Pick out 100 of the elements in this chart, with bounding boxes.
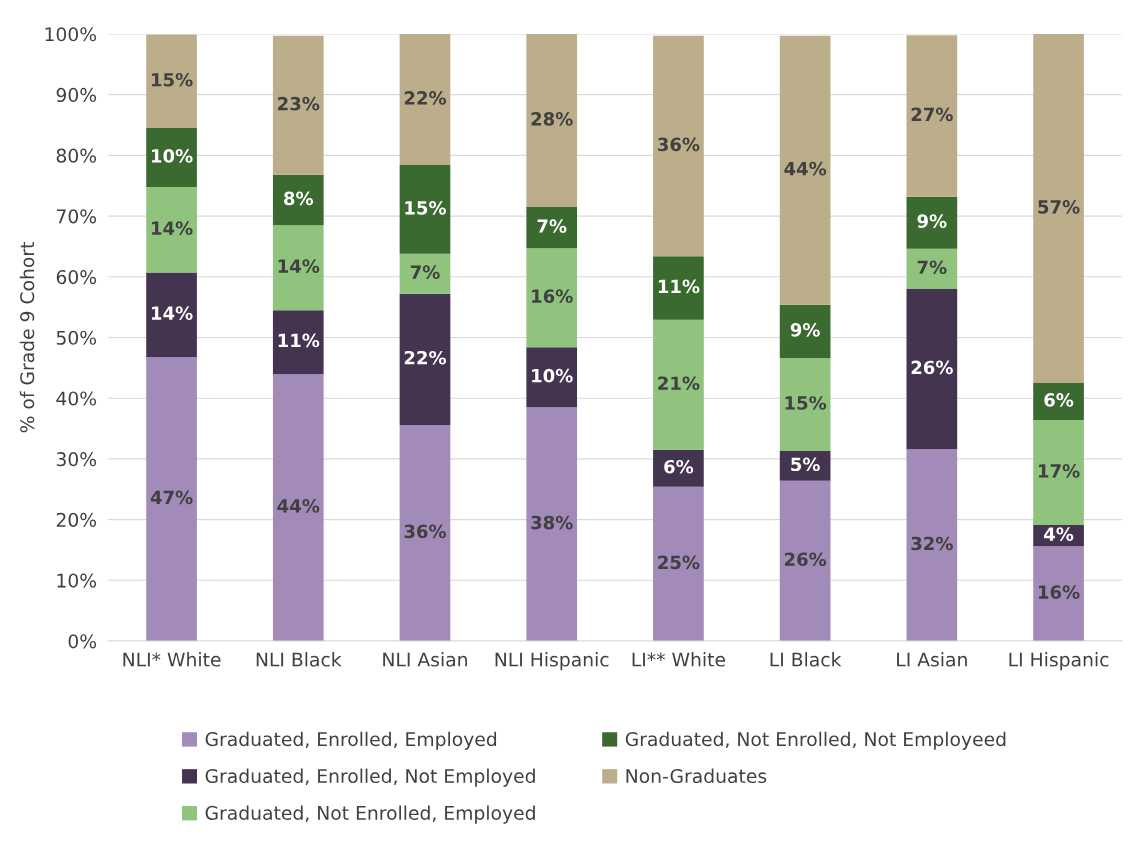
bar (906, 35, 958, 197)
x-tick-label: LI Hispanic (1009, 652, 1109, 671)
data-label: 11% (658, 279, 700, 294)
data-label: 14% (151, 221, 193, 235)
y-tick-label: 50% (56, 330, 97, 345)
data-label: 11% (278, 333, 320, 348)
bar (779, 35, 831, 305)
data-label: 26% (784, 552, 827, 567)
bar (526, 407, 578, 641)
y-tick-label: 80% (56, 148, 97, 163)
bar (779, 358, 831, 451)
data-label: 16% (532, 289, 573, 303)
data-label: 8% (284, 191, 314, 206)
data-label: 44% (784, 161, 827, 176)
bar (399, 253, 451, 294)
data-label: 57% (1038, 200, 1080, 214)
bar (272, 225, 324, 311)
bar (906, 196, 958, 249)
bar (906, 288, 958, 450)
bar (653, 449, 704, 487)
bar (399, 293, 451, 425)
bar (526, 248, 578, 348)
data-label: 6% (1044, 393, 1074, 407)
bar (526, 347, 578, 408)
data-label: 27% (911, 107, 953, 122)
data-label: 23% (278, 96, 320, 111)
legend-label: Graduated, Not Enrolled, Not Employeed (625, 731, 1006, 750)
bar (272, 174, 324, 226)
data-label: 17% (1038, 464, 1080, 478)
bar (1033, 546, 1084, 641)
bar (653, 256, 704, 320)
data-label: 22% (404, 350, 447, 365)
y-tick-label: 20% (56, 512, 97, 527)
data-label: 15% (785, 396, 827, 410)
bar (146, 356, 197, 641)
data-label: 28% (531, 112, 573, 126)
data-label: 21% (658, 376, 700, 391)
y-tick-label: 90% (56, 87, 97, 103)
y-tick-label: 60% (56, 269, 97, 285)
bar (1033, 420, 1084, 526)
x-tick-label: LI Asian (897, 652, 967, 667)
y-tick-label: 30% (56, 452, 97, 467)
bar (526, 206, 578, 249)
data-label: 26% (911, 360, 953, 375)
data-label: 7% (537, 219, 567, 233)
data-label: 15% (151, 72, 193, 87)
data-label: 9% (790, 322, 820, 337)
y-tick-label: 70% (56, 209, 97, 224)
x-tick-label: LI Black (770, 652, 842, 667)
bar (653, 486, 704, 641)
bar (399, 424, 451, 641)
bar (779, 480, 831, 641)
legend-label: Graduated, Not Enrolled, Employed (205, 805, 535, 824)
legend-label: Non-Graduates (626, 768, 767, 784)
bar (906, 248, 958, 289)
bar (272, 373, 324, 641)
data-label: 36% (404, 524, 447, 539)
data-label: 44% (277, 499, 320, 513)
bar (399, 165, 451, 254)
data-label: 5% (791, 457, 820, 472)
x-tick-label: LI** White (632, 652, 726, 667)
data-label: 47% (150, 490, 193, 505)
bar (653, 319, 704, 450)
bar (272, 310, 324, 374)
y-tick-label: 10% (57, 573, 97, 588)
bar (906, 449, 958, 641)
data-label: 22% (404, 91, 447, 105)
data-label: 7% (917, 260, 947, 275)
data-label: 10% (151, 149, 193, 163)
bar (653, 35, 704, 257)
data-label: 25% (658, 555, 700, 570)
bar (146, 128, 197, 187)
data-label: 15% (405, 200, 447, 215)
x-tick-label: NLI Asian (383, 652, 467, 667)
data-label: 14% (151, 306, 193, 320)
legend-label: Graduated, Enrolled, Not Employed (205, 768, 535, 787)
bar (526, 33, 578, 207)
data-label: 9% (917, 214, 947, 228)
data-label: 6% (664, 459, 694, 474)
bar (399, 33, 451, 166)
bar (779, 304, 831, 359)
bar (272, 35, 324, 175)
data-label: 7% (410, 265, 440, 279)
y-axis-title: % of Grade 9 Cohort (19, 242, 35, 433)
data-label: 38% (531, 515, 573, 530)
y-tick-label: 100% (45, 27, 97, 42)
y-tick-label: 40% (56, 391, 97, 406)
y-tick-label: 0% (68, 634, 97, 649)
data-label: 36% (658, 137, 700, 152)
data-label: 14% (278, 259, 320, 273)
data-label: 10% (532, 368, 573, 383)
x-tick-label: NLI Hispanic (495, 652, 609, 671)
bar (1033, 383, 1084, 421)
bar (146, 186, 197, 273)
bar (146, 34, 197, 129)
data-label: 4% (1044, 527, 1074, 541)
x-tick-label: NLI Black (256, 652, 342, 667)
data-label: 32% (911, 536, 953, 551)
x-tick-label: NLI* White (123, 652, 221, 667)
data-label: 16% (1038, 585, 1080, 599)
